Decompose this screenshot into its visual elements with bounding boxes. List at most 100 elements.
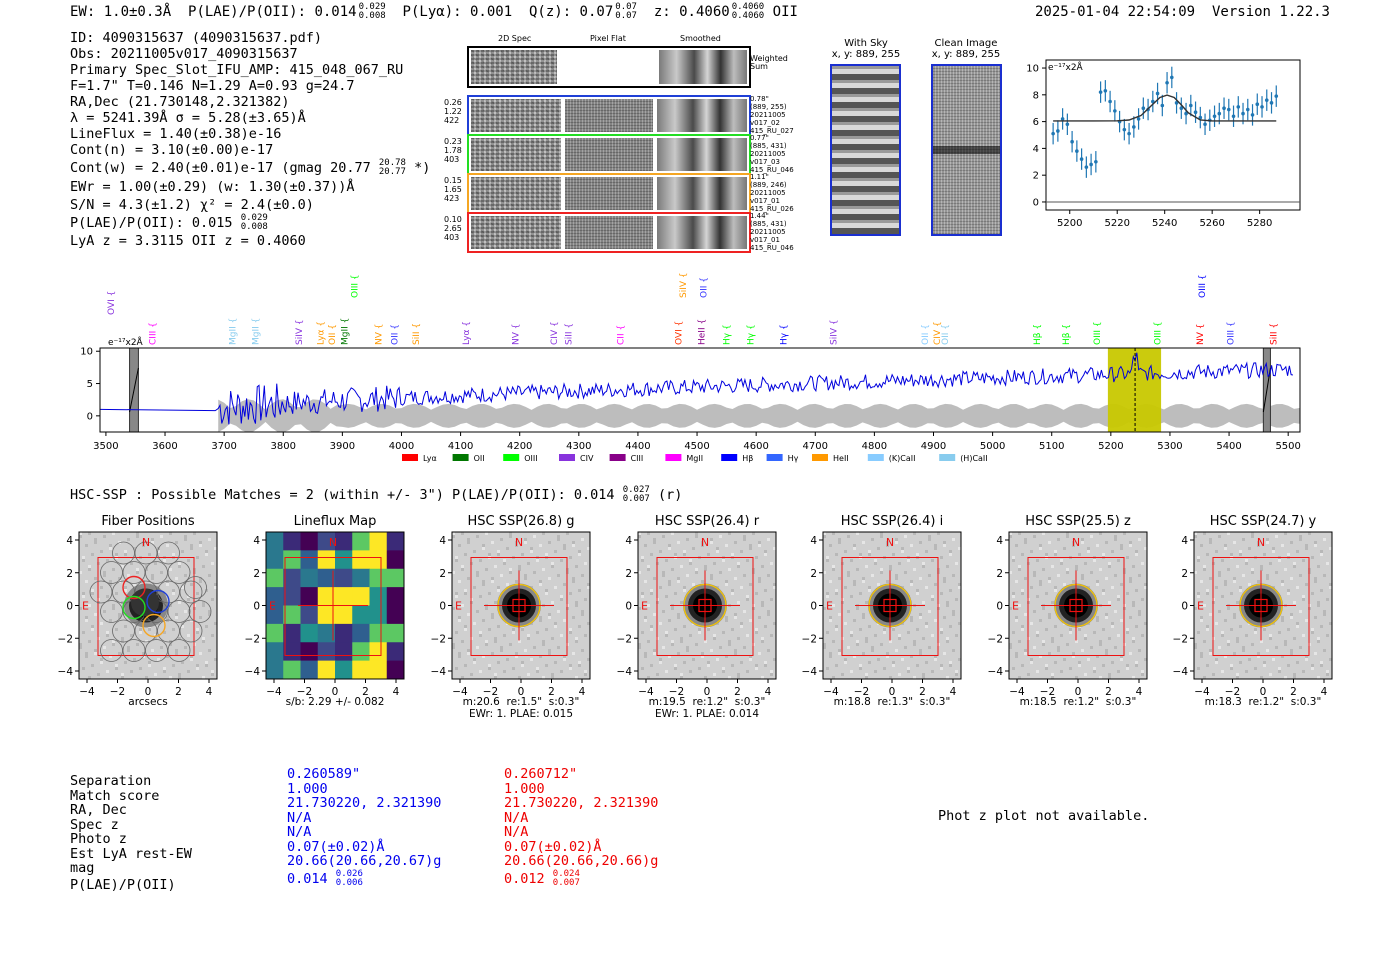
hsc-cutout-pixel	[572, 544, 575, 547]
hsc-cutout-pixel	[464, 592, 467, 595]
hsc-cutout-pixel	[1257, 544, 1260, 547]
hsc-panel-caption: m:18.5 re:1.2" s:0.3"	[1019, 696, 1137, 708]
hsc-cutout-pixel	[668, 655, 671, 658]
hsc-cutout-pixel	[94, 538, 97, 541]
fiber-stats: 0.26 1.22 422	[444, 98, 468, 125]
hsc-cutout-pixel	[1072, 541, 1075, 544]
photz-note: Phot z plot not available.	[938, 808, 1150, 824]
hsc-cutout-pixel	[829, 616, 832, 619]
hsc-cutout-pixel	[82, 559, 85, 562]
hsc-cutout-pixel	[749, 544, 752, 547]
legend-label: CIII	[631, 454, 644, 463]
hsc-cutout-pixel	[907, 667, 910, 670]
hsc-cutout-pixel	[467, 649, 470, 652]
hsc-ytick-label: −2	[431, 633, 446, 645]
hsc-ytick-label: 4	[439, 535, 446, 547]
hsc-cutout-pixel	[1060, 559, 1063, 562]
hsc-cutout-pixel	[674, 664, 677, 667]
hsc-cutout-pixel	[653, 538, 656, 541]
hsc-cutout-pixel	[901, 550, 904, 553]
hsc-cutout-pixel	[1093, 559, 1096, 562]
hsc-cutout-pixel	[653, 652, 656, 655]
hsc-cutout-pixel	[889, 676, 892, 679]
hsc-cutout-pixel	[184, 646, 187, 649]
hsc-cutout-pixel	[1281, 655, 1284, 658]
hsc-cutout-pixel	[536, 559, 539, 562]
hsc-cutout-pixel	[692, 583, 695, 586]
hsc-cutout-pixel	[1299, 535, 1302, 538]
hsc-cutout-pixel	[202, 565, 205, 568]
lineflux-cell	[266, 660, 284, 680]
hsc-cutout-pixel	[1203, 532, 1206, 535]
hsc-cutout-pixel	[545, 592, 548, 595]
hsc-cutout-pixel	[740, 661, 743, 664]
hsc-cutout-pixel	[844, 586, 847, 589]
hsc-cutout-pixel	[1311, 631, 1314, 634]
hsc-xtick-label: 2	[734, 686, 741, 698]
hsc-cutout-pixel	[193, 532, 196, 535]
hsc-cutout-pixel	[1263, 661, 1266, 664]
fiber-stat-value: 423	[444, 194, 460, 203]
hsc-cutout-pixel	[1230, 628, 1233, 631]
hsc-cutout-pixel	[1084, 637, 1087, 640]
hsc-cutout-pixel	[916, 628, 919, 631]
hsc-cutout-pixel	[1299, 574, 1302, 577]
hsc-cutout-pixel	[838, 652, 841, 655]
hsc-panel-title: HSC SSP(24.7) y	[1209, 514, 1317, 529]
hsc-cutout-pixel	[1260, 640, 1263, 643]
fiber-stat-value: 0.26	[444, 98, 462, 107]
emission-line-name: MgII {	[341, 318, 351, 345]
hsc-cutout-pixel	[1263, 553, 1266, 556]
hsc-cutout-pixel	[910, 616, 913, 619]
hsc-cutout-pixel	[482, 619, 485, 622]
hsc-cutout-pixel	[1209, 652, 1212, 655]
hsc-cutout-pixel	[695, 532, 698, 535]
hsc-cutout-pixel	[1123, 532, 1126, 535]
zoom-xtick-label: 5200	[1057, 218, 1082, 229]
hsc-cutout-pixel	[172, 592, 175, 595]
hsc-cutout-pixel	[1233, 652, 1236, 655]
hsc-cutout-pixel	[737, 562, 740, 565]
hsc-xtick-label: −2	[110, 686, 125, 698]
hsc-ytick-label: 0	[66, 601, 73, 613]
hsc-cutout-pixel	[743, 535, 746, 538]
hsc-cutout-pixel	[671, 568, 674, 571]
hsc-cutout-pixel	[1066, 568, 1069, 571]
hsc-cutout-pixel	[467, 652, 470, 655]
hsc-cutout-pixel	[919, 541, 922, 544]
fiber-circle	[112, 541, 135, 565]
hsc-cutout-pixel	[106, 670, 109, 673]
hsc-cutout-pixel	[578, 553, 581, 556]
hsc-cutout-pixel	[1224, 583, 1227, 586]
hsc-cutout-pixel	[1233, 541, 1236, 544]
hsc-cutout-pixel	[680, 676, 683, 679]
hsc-cutout-pixel	[641, 556, 644, 559]
hsc-cutout-pixel	[847, 574, 850, 577]
spectrum-xtick-label: 3500	[93, 441, 118, 452]
label-match-score: Match score	[70, 787, 160, 804]
hsc-cutout-pixel	[509, 571, 512, 574]
hsc-cutout-pixel	[865, 676, 868, 679]
hsc-cutout-pixel	[722, 670, 725, 673]
hsc-cutout-pixel	[524, 574, 527, 577]
hsc-cutout-pixel	[928, 535, 931, 538]
hsc-cutout-pixel	[850, 631, 853, 634]
hsc-cutout-pixel	[1141, 634, 1144, 637]
hsc-cutout-pixel	[943, 544, 946, 547]
hsc-panel-image: NE4−42−200−22−44	[988, 531, 1148, 698]
hsc-cutout-pixel	[181, 625, 184, 628]
fiber-pixelflat-image	[565, 216, 653, 249]
hsc-cutout-pixel	[764, 589, 767, 592]
hsc-cutout-pixel	[124, 625, 127, 628]
hsc-cutout-pixel	[1057, 649, 1060, 652]
hsc-cutout-pixel	[910, 544, 913, 547]
hsc-cutout-pixel	[934, 658, 937, 661]
fiber-highlight-orange	[142, 613, 166, 638]
hsc-cutout-pixel	[683, 586, 686, 589]
hsc-cutout-pixel	[536, 631, 539, 634]
header-pixelflat: Pixel Flat	[590, 34, 626, 43]
hsc-cutout-pixel	[1057, 574, 1060, 577]
spectrum-ytick-label: 10	[80, 347, 93, 358]
hsc-cutout-pixel	[109, 547, 112, 550]
hsc-ytick-label: 4	[253, 535, 260, 547]
